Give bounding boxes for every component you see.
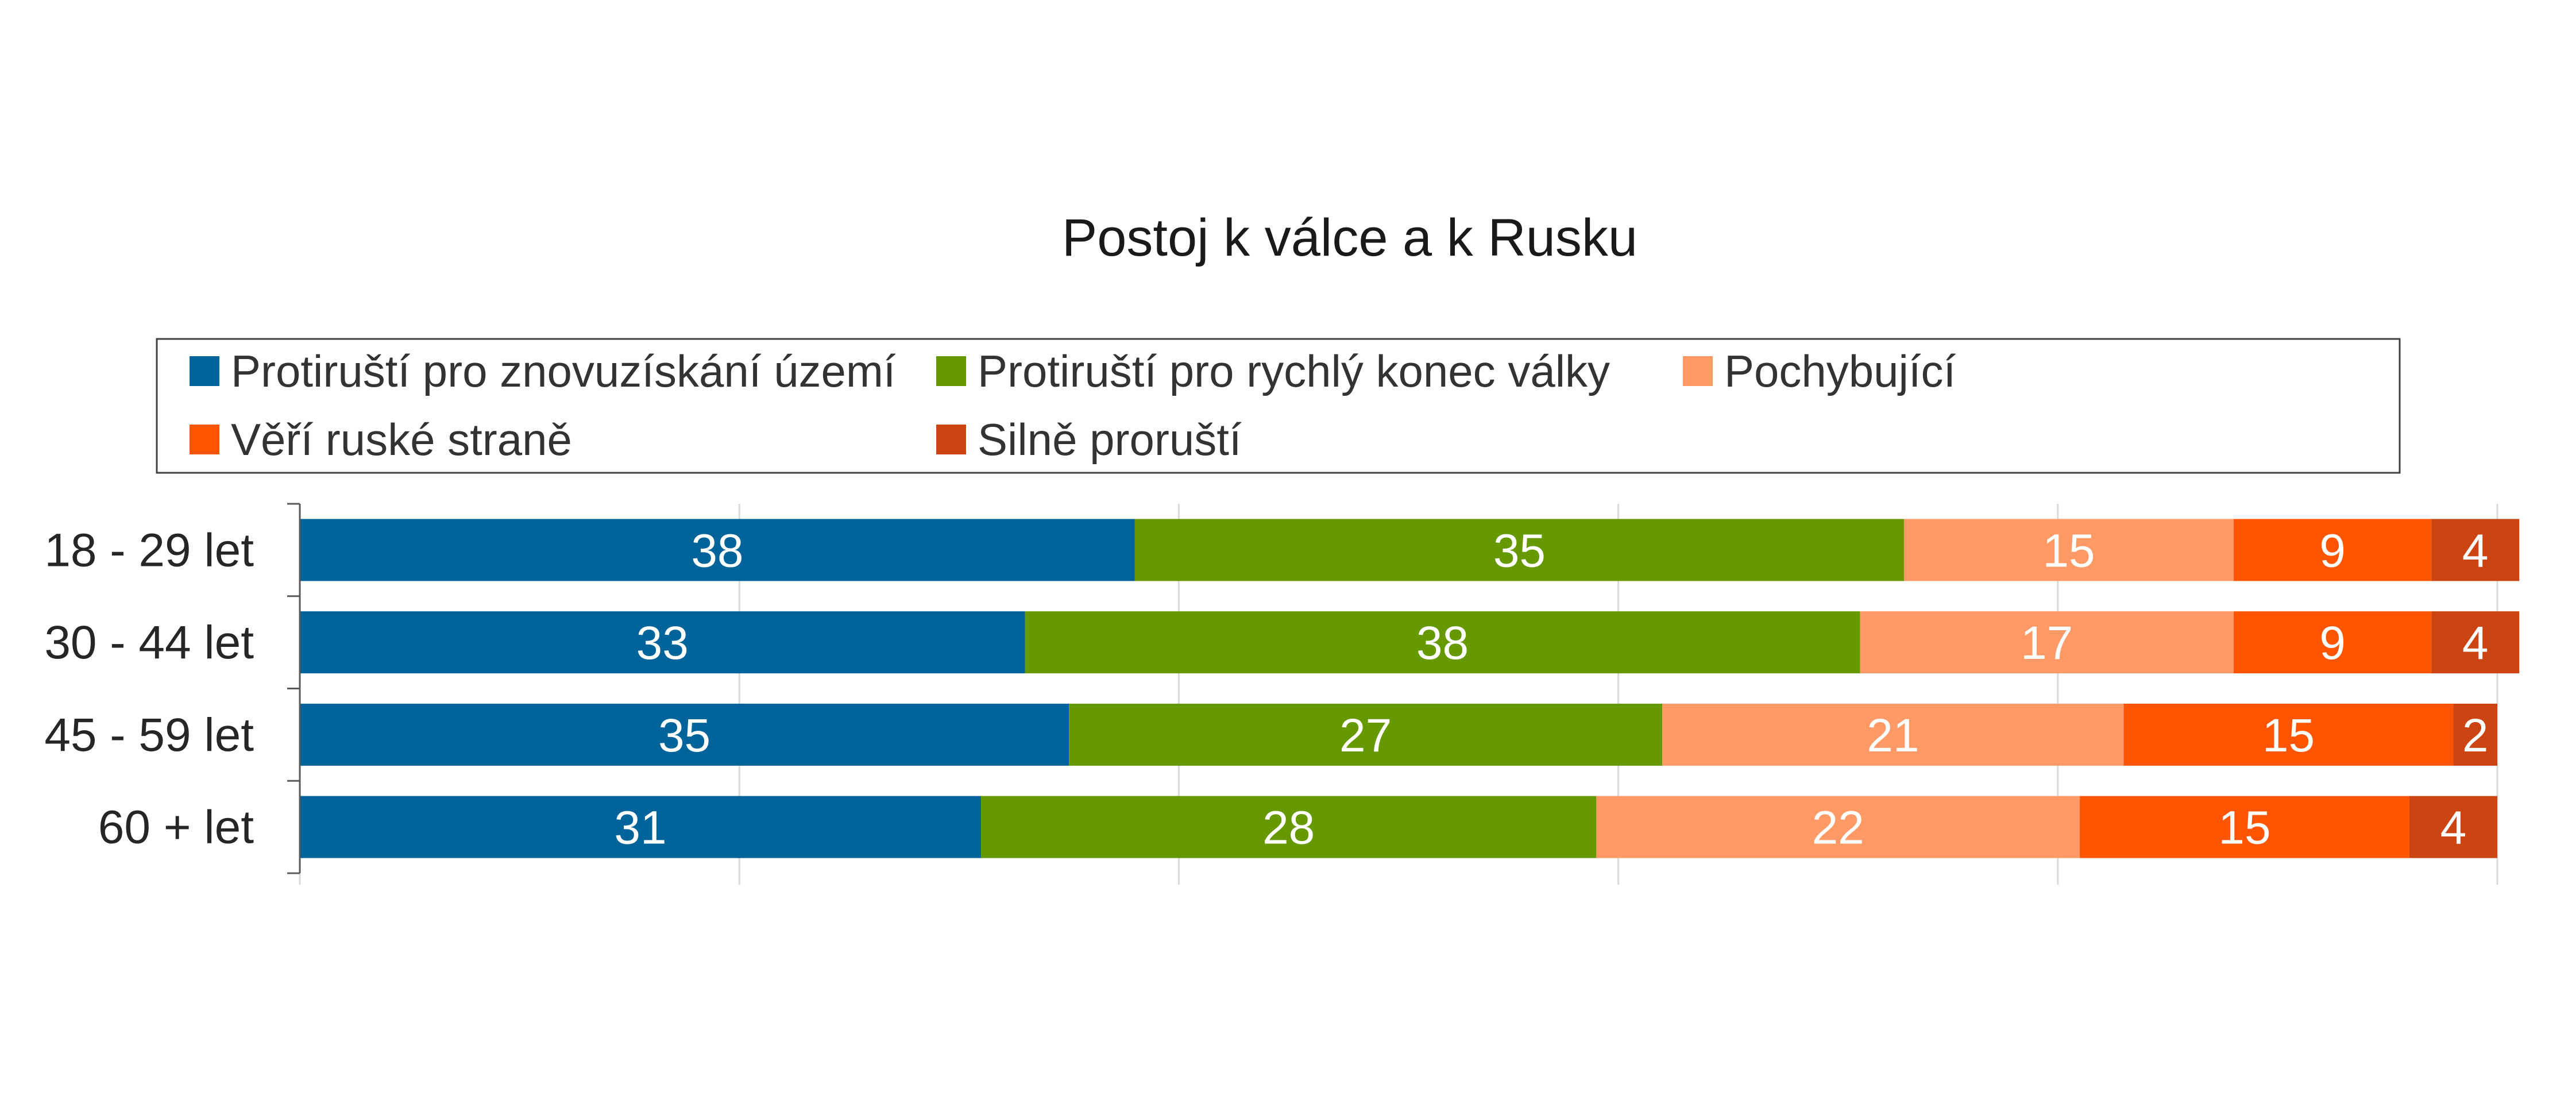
category-label-60-let: 60 + let	[98, 801, 254, 854]
legend-box	[156, 338, 2401, 474]
legend-label: Protiruští pro rychlý konec války	[978, 346, 1610, 396]
legend: Protiruští pro znovuzískání území Protiru…	[190, 346, 1956, 465]
data-label: 28	[1262, 802, 1315, 854]
legend-label: Věří ruské straně	[231, 414, 572, 465]
bar-pochybujici-18-29-let	[1903, 519, 2234, 581]
data-label: 4	[2440, 802, 2467, 854]
data-label: 33	[636, 617, 689, 669]
bar-silne-prorusti-18-29-let	[2431, 519, 2520, 581]
legend-label: Pochybující	[1724, 346, 1956, 396]
data-label: 9	[2319, 617, 2346, 669]
data-label: 4	[2462, 524, 2489, 577]
bar-veri-ruske-strane-18-29-let	[2233, 519, 2432, 581]
data-label: 35	[658, 709, 710, 762]
bar-protirusti-pro-rychly-konec-valky-18-29-let	[1134, 519, 1904, 581]
bar-protirusti-pro-znovuziskani-uzemi-60-let	[300, 796, 982, 858]
data-label: 15	[2042, 524, 2095, 577]
bar-protirusti-pro-rychly-konec-valky-30-44-let	[1025, 611, 1860, 674]
data-label: 17	[2021, 617, 2073, 669]
legend-swatch	[190, 425, 219, 454]
category-label-45-59-let: 45 - 59 let	[44, 709, 254, 761]
data-label: 35	[1493, 524, 1546, 577]
data-label: 4	[2462, 617, 2489, 669]
bars	[300, 519, 2520, 858]
legend-label: Silně proruští	[978, 414, 1242, 465]
legend-swatch	[190, 356, 219, 386]
data-label: 2	[2462, 709, 2489, 762]
bar-silne-prorusti-45-59-let	[2453, 703, 2497, 766]
bar-pochybujici-60-let	[1596, 796, 2080, 858]
chart-title: Postoj k válce a k Rusku	[1062, 209, 1637, 267]
data-label: 38	[1416, 617, 1469, 669]
y-axis	[287, 503, 301, 874]
bar-veri-ruske-strane-60-let	[2080, 796, 2409, 858]
data-label: 15	[2218, 802, 2270, 854]
data-label: 38	[691, 524, 743, 577]
bar-protirusti-pro-znovuziskani-uzemi-30-44-let	[300, 611, 1025, 674]
data-label: 21	[1867, 709, 1919, 762]
bar-pochybujici-45-59-let	[1662, 703, 2124, 766]
bar-silne-prorusti-60-let	[2409, 796, 2497, 858]
legend-label: Protiruští pro znovuzískání území	[231, 346, 896, 396]
bar-silne-prorusti-30-44-let	[2431, 611, 2520, 674]
data-label: 31	[614, 802, 666, 854]
data-label: 15	[2262, 709, 2315, 762]
legend-swatch	[936, 356, 966, 386]
bar-veri-ruske-strane-45-59-let	[2123, 703, 2454, 766]
data-label: 9	[2319, 524, 2346, 577]
bar-protirusti-pro-rychly-konec-valky-60-let	[981, 796, 1597, 858]
bar-pochybujici-30-44-let	[1860, 611, 2234, 674]
bar-protirusti-pro-znovuziskani-uzemi-18-29-let	[300, 519, 1135, 581]
category-label-18-29-let: 18 - 29 let	[44, 524, 254, 576]
data-labels: 38 35 15 9 433 38 17 9 435 27 21 15 231 28 22 15 4	[614, 524, 2488, 854]
category-labels: 18 - 29 let 30 - 44 let 45 - 59 let 60 + le…	[44, 524, 254, 853]
category-label-30-44-let: 30 - 44 let	[44, 616, 254, 669]
legend-swatch	[936, 425, 966, 454]
bar-protirusti-pro-rychly-konec-valky-45-59-let	[1069, 703, 1663, 766]
legend-swatch	[1683, 356, 1713, 386]
bar-protirusti-pro-znovuziskani-uzemi-45-59-let	[300, 703, 1069, 766]
bar-veri-ruske-strane-30-44-let	[2233, 611, 2432, 674]
data-label: 27	[1339, 709, 1392, 762]
data-label: 22	[1812, 802, 1864, 854]
